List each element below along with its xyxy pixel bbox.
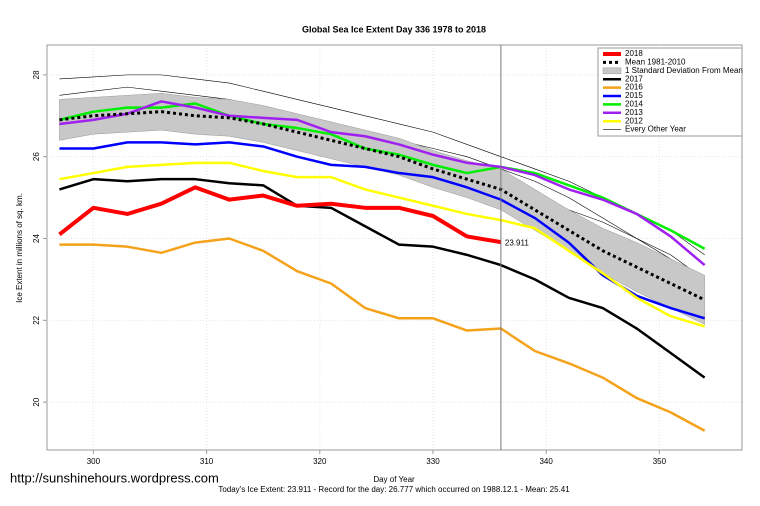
y-tick-label: 28 [32, 70, 41, 79]
series-line [59, 161, 706, 328]
legend-label: 1 Standard Deviation From Mean [625, 66, 743, 75]
legend-label: 2017 [625, 74, 643, 83]
legend-label: 2018 [625, 49, 643, 58]
legend-label: Mean 1981-2010 [625, 58, 686, 67]
legend-label: Every Other Year [625, 125, 686, 134]
legend-label: 2014 [625, 100, 643, 109]
y-tick-label: 24 [32, 234, 41, 243]
watermark: http://sunshinehours.wordpress.com [10, 470, 219, 485]
y-axis-label: Ice Extent in millions of sq. km. [15, 193, 24, 303]
series-line [59, 177, 706, 379]
footer: Today's Ice Extent: 23.911 - Record for … [218, 485, 570, 494]
x-axis-label: Day of Year [373, 475, 415, 484]
y-tick-label: 20 [32, 397, 41, 406]
x-tick-label: 340 [539, 457, 553, 466]
x-tick-label: 330 [426, 457, 440, 466]
legend-label: 2016 [625, 83, 643, 92]
series-line [58, 185, 502, 245]
chart-title: Global Sea Ice Extent Day 336 1978 to 20… [302, 24, 486, 34]
legend-box [597, 47, 743, 137]
x-tick-label: 320 [313, 457, 327, 466]
x-tick-label: 350 [653, 457, 667, 466]
plot-frame [46, 44, 743, 451]
y-tick-label: 26 [32, 152, 41, 161]
end-label: 23.911 [505, 238, 529, 247]
series-line [59, 100, 706, 267]
x-tick-label: 310 [200, 457, 214, 466]
legend-label: 2015 [625, 91, 643, 100]
series-line [59, 110, 706, 302]
legend-swatch [602, 67, 622, 75]
series-line [59, 237, 706, 432]
legend-label: 2012 [625, 116, 643, 125]
legend-label: 2013 [625, 108, 643, 117]
x-tick-label: 300 [87, 457, 101, 466]
y-tick-label: 22 [32, 315, 41, 324]
